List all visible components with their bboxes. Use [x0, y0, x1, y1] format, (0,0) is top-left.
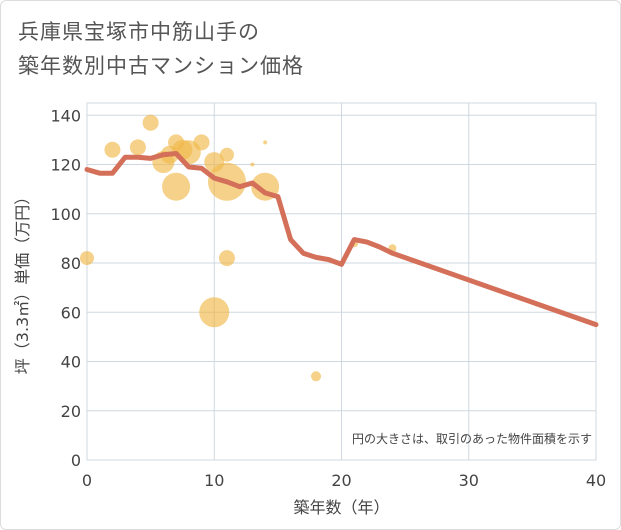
transaction-bubble	[142, 114, 159, 131]
x-tick-labels: 0 10 20 30 40	[82, 471, 606, 490]
transaction-bubble	[218, 250, 235, 267]
x-tick-label: 0	[82, 471, 92, 490]
title-line-1: 兵庫県宝塚市中筋山手の	[18, 20, 260, 44]
x-tick-label: 20	[331, 471, 351, 490]
transaction-bubble	[219, 147, 234, 162]
transaction-bubble	[80, 251, 94, 266]
transaction-bubble	[250, 162, 255, 167]
chart-title: 兵庫県宝塚市中筋山手の 築年数別中古マンション価格	[18, 15, 304, 83]
transaction-bubble	[311, 371, 322, 382]
x-axis-title: 築年数（年）	[293, 498, 389, 517]
x-tick-label: 10	[204, 471, 224, 490]
transaction-bubble	[129, 139, 146, 156]
y-tick-label: 140	[50, 106, 81, 125]
transaction-bubble	[104, 141, 121, 158]
y-tick-label: 100	[50, 205, 81, 224]
y-tick-label: 120	[50, 156, 81, 175]
title-line-2: 築年数別中古マンション価格	[18, 54, 304, 78]
plot-area	[86, 102, 597, 461]
y-tick-label: 80	[61, 254, 81, 273]
y-tick-label: 40	[61, 353, 81, 372]
y-tick-labels: 0 20 40 60 80 100 120 140	[50, 106, 81, 470]
y-tick-label: 60	[61, 303, 81, 322]
transaction-bubble	[263, 140, 268, 145]
y-axis-title: 坪（3.3㎡）単価（万円）	[13, 189, 32, 374]
y-tick-label: 0	[71, 451, 81, 470]
price-trend-line	[84, 151, 599, 328]
bubble-size-note: 円の大きさは、取引のあった物件面積を示す	[352, 431, 592, 446]
y-tick-label: 20	[61, 402, 81, 421]
transaction-bubble	[199, 297, 230, 328]
transaction-bubble	[162, 172, 191, 201]
transaction-bubble	[193, 134, 210, 151]
x-tick-label: 40	[586, 471, 606, 490]
x-tick-label: 30	[459, 471, 479, 490]
